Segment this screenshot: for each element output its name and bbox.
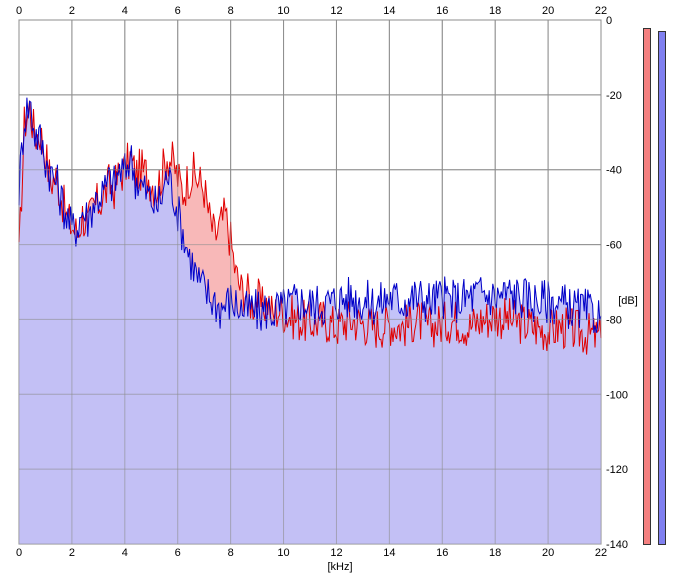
x-tick-label-top: 16 (436, 5, 448, 17)
x-tick-label-bottom: 16 (436, 547, 448, 559)
x-ticks-bottom: 0 2 4 6 8 10 12 14 16 18 20 22 (16, 547, 607, 559)
y-tick-label: -140 (606, 539, 628, 551)
y-tick-label: -20 (606, 90, 622, 102)
x-tick-label-top: 8 (228, 5, 234, 17)
x-tick-label-top: 4 (122, 5, 128, 17)
x-tick-label-top: 14 (383, 5, 395, 17)
x-tick-label-top: 6 (175, 5, 181, 17)
y-tick-label: -100 (606, 389, 628, 401)
y-ticks: 0 -20 -40 -60 -80 -100 -120 -140 (606, 15, 628, 551)
y-tick-label: -120 (606, 464, 628, 476)
x-tick-label-bottom: 4 (122, 547, 128, 559)
x-tick-label-bottom: 2 (69, 547, 75, 559)
x-tick-label-top: 20 (542, 5, 554, 17)
x-tick-label-bottom: 20 (542, 547, 554, 559)
x-tick-label-top: 2 (69, 5, 75, 17)
x-tick-label-bottom: 8 (228, 547, 234, 559)
x-ticks-top: 0 2 4 6 8 10 12 14 16 18 20 22 (16, 5, 607, 17)
x-tick-label-bottom: 14 (383, 547, 395, 559)
left-channel-level-meter (643, 27, 651, 545)
x-tick-label-bottom: 10 (277, 547, 289, 559)
series-1-line (18, 97, 602, 334)
x-tick-label-top: 18 (489, 5, 501, 17)
x-tick-label-bottom: 22 (595, 547, 607, 559)
x-tick-label-top: 12 (330, 5, 342, 17)
y-tick-label: 0 (606, 15, 612, 27)
grid-overlay (18, 19, 602, 545)
x-tick-label-bottom: 12 (330, 547, 342, 559)
right-channel-level-meter (658, 31, 666, 545)
x-tick-label-top: 0 (16, 5, 22, 17)
y-tick-label: -80 (606, 314, 622, 326)
x-tick-label-bottom: 0 (16, 547, 22, 559)
x-tick-label-top: 10 (277, 5, 289, 17)
x-tick-label-bottom: 6 (175, 547, 181, 559)
x-tick-label-bottom: 18 (489, 547, 501, 559)
x-axis-label: [kHz] (327, 561, 352, 573)
y-axis-label: [dB] (618, 295, 638, 307)
series-group (18, 97, 602, 544)
y-tick-label: -40 (606, 165, 622, 177)
x-tick-label-top: 22 (595, 5, 607, 17)
y-tick-label: -60 (606, 240, 622, 252)
